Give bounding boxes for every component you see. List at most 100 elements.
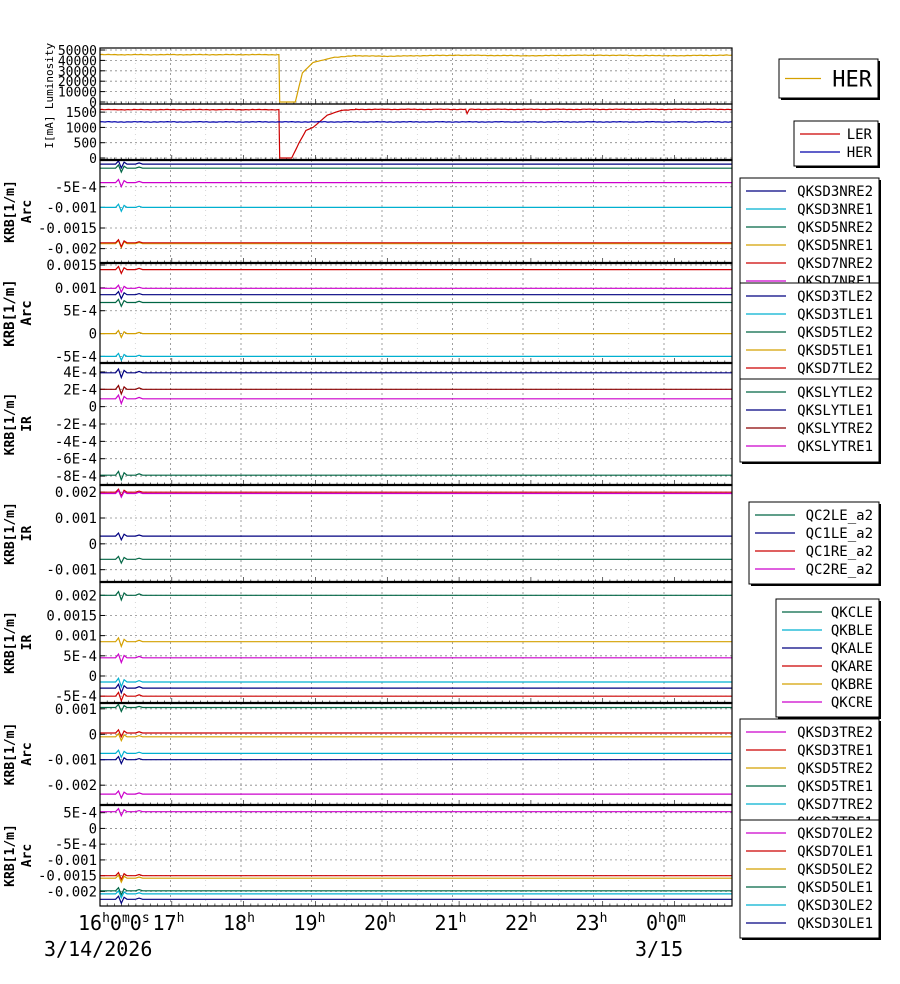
series-line-qc2re-a2 bbox=[100, 489, 732, 499]
series-line-qksd7nre1 bbox=[100, 178, 732, 189]
x-date-start: 3/14/2026 bbox=[44, 937, 152, 961]
legend-label: QKCLE bbox=[831, 605, 873, 621]
legend-label: QKSD7TLE2 bbox=[797, 361, 873, 377]
y-tick-label: 0 bbox=[89, 537, 97, 553]
y-tick-label: 0 bbox=[89, 327, 97, 343]
series-line-qkbre bbox=[100, 636, 732, 649]
y-axis-label: KRB[1/m] bbox=[3, 723, 18, 786]
panel-3: -5E-4 -0.001 -0.0015 -0.002 KRB[1/m] Arc bbox=[3, 158, 733, 264]
legend-label: HER bbox=[847, 145, 873, 161]
y-tick-label: -6E-4 bbox=[55, 452, 97, 468]
y-axis-label: KRB[1/m] bbox=[3, 502, 18, 565]
panel-frame bbox=[99, 581, 733, 704]
x-tick-label: 19h bbox=[294, 911, 326, 935]
y-axis-label: KRB[1/m] bbox=[3, 180, 18, 243]
panel-6: 0.002 0.001 0 -0.001 KRB[1/m] IR bbox=[3, 483, 733, 583]
y-axis-label: KRB[1/m] bbox=[3, 393, 18, 456]
series-line-qksd5tre1 bbox=[100, 703, 732, 714]
y-tick-label: 0.001 bbox=[55, 629, 97, 645]
y-tick-label: -5E-4 bbox=[55, 180, 97, 196]
y-tick-label: 0 bbox=[89, 400, 97, 416]
y-axis-label: I[mA] bbox=[43, 115, 56, 148]
legend-box bbox=[739, 819, 880, 939]
y-axis-label: Arc bbox=[19, 300, 35, 325]
y-tick-label: -0.002 bbox=[46, 778, 97, 794]
y-tick-label: 500 bbox=[74, 137, 97, 152]
legend-label: QKSD3TRE1 bbox=[797, 743, 873, 759]
legend-label: QKSD3NRE2 bbox=[797, 184, 873, 200]
series-line-qksd5nre2 bbox=[100, 163, 732, 174]
legend-box bbox=[748, 501, 880, 585]
x-tick-label: 0h0m bbox=[646, 911, 686, 935]
legend-box bbox=[775, 598, 880, 718]
legend-label: QKARE bbox=[831, 659, 873, 675]
series-line-qksd3ole2 bbox=[100, 889, 732, 900]
legend-panel-6: QC2LE_a2 QC1LE_a2 QC1RE_a2 QC2RE_a2 bbox=[748, 501, 881, 586]
legend-label: QKSD3TLE2 bbox=[797, 289, 873, 305]
chart-panels: 50000400003000020000100000Luminosity1500… bbox=[2, 43, 733, 907]
x-tick-label: 18h bbox=[223, 911, 255, 935]
series-line-ler bbox=[99, 108, 733, 159]
legend-label: QKSD7NRE2 bbox=[797, 256, 873, 272]
y-tick-label: -8E-4 bbox=[55, 469, 97, 485]
series-line-qksd7ole2 bbox=[100, 807, 732, 818]
legend-panel-9: QKSD7OLE2 QKSD7OLE1 QKSD5OLE2 QKSD5OLE1 QKSD… bbox=[739, 819, 881, 940]
series-line-qksd7tre2 bbox=[100, 749, 732, 759]
series-line-qksd7tle2 bbox=[100, 265, 732, 275]
legend-label: QC2RE_a2 bbox=[806, 562, 873, 578]
series-line-qksd3ole1 bbox=[100, 895, 732, 905]
series-line-qksd5tle1 bbox=[100, 329, 732, 339]
series-line-qksd7tle1 bbox=[100, 284, 732, 294]
panel-5: 4E-42E-4 0-2E-4-4E-4 -6E-4-8E-4 KRB[1/m] IR bbox=[3, 361, 733, 486]
legend-label: QKCRE bbox=[831, 695, 873, 711]
y-tick-label: 0 bbox=[89, 96, 97, 111]
legend-label: QKSLYTRE1 bbox=[797, 439, 873, 455]
panel-9: 5E-40-5E-4-0.001-0.0015-0.002 KRB[1/m] Arc bbox=[3, 803, 733, 907]
legend-label: QKSD3TRE2 bbox=[797, 725, 873, 741]
series-line-qksd3tle1 bbox=[100, 352, 732, 362]
chart-legends: HERLERHERQKSD3NRE2QKSD3NRE1QKSD5NRE2QKSD… bbox=[739, 58, 881, 940]
x-axis: 16h0m0s 17h 18h 19h 20h 21h 22h 23h 0h0m 3/14/202… bbox=[44, 911, 686, 961]
legend-box bbox=[739, 718, 880, 838]
panel-8: 0.001 0 -0.001 -0.002 KRB[1/m] Arc bbox=[3, 702, 733, 806]
legend-box bbox=[739, 282, 880, 398]
y-tick-label: 0.0015 bbox=[46, 258, 97, 274]
panel-7: 0.002 0.0015 0.001 5E-4 0 -5E-4 KRB[1/m] IR bbox=[3, 580, 733, 705]
y-tick-label: 0 bbox=[89, 821, 97, 837]
y-tick-label: 0.001 bbox=[55, 511, 97, 527]
legend-label: QKSD5NRE2 bbox=[797, 220, 873, 236]
y-tick-label: 0 bbox=[89, 727, 97, 743]
legend-panel-4: QKSD3TLE2 QKSD3TLE1 QKSD5TLE2 QKSD5TLE1 QKSD… bbox=[739, 282, 881, 399]
series-line-qksd5tle2 bbox=[100, 298, 732, 308]
x-tick-label: 20h bbox=[364, 911, 396, 935]
panel-frame bbox=[99, 484, 733, 583]
series-line-qksd5ole2 bbox=[100, 874, 732, 884]
y-tick-label: 0.0015 bbox=[46, 608, 97, 624]
series-line-qksd7nre2 bbox=[100, 238, 732, 249]
y-axis-label: KRB[1/m] bbox=[2, 279, 18, 346]
y-axis-label: Arc bbox=[20, 200, 35, 223]
y-tick-label: 0.001 bbox=[55, 281, 97, 297]
legend-label: QKSD5TRE2 bbox=[797, 761, 873, 777]
legend-panel-5: QKSLYTLE2 QKSLYTLE1 QKSLYTRE2 QKSLYTRE1 bbox=[739, 378, 881, 464]
legend-label: QKSD5OLE1 bbox=[797, 880, 873, 896]
legend-panel-7: QKCLE QKBLE QKALE QKARE QKBRE QKCRE bbox=[775, 598, 881, 719]
y-axis-label: KRB[1/m] bbox=[3, 824, 18, 887]
legend-label: QKSD5TLE1 bbox=[797, 343, 873, 359]
y-axis-label: IR bbox=[20, 526, 35, 542]
legend-label: QC1LE_a2 bbox=[806, 526, 873, 542]
y-tick-label: 0 bbox=[89, 152, 97, 167]
legend-label: QKSD7TRE2 bbox=[797, 797, 873, 813]
y-tick-label: -0.001 bbox=[46, 753, 97, 769]
legend-label: QKBLE bbox=[831, 623, 873, 639]
legend-label: QKSD7OLE1 bbox=[797, 844, 873, 860]
legend-label: QKSLYTRE2 bbox=[797, 421, 873, 437]
y-tick-label: 10000 bbox=[58, 86, 97, 101]
y-axis-label: IR bbox=[20, 416, 35, 432]
series-line-qkslytre2 bbox=[100, 384, 732, 396]
series-line-qksd5ole1 bbox=[100, 886, 732, 897]
series-line-qkslytle2 bbox=[100, 470, 732, 482]
panel-frame bbox=[99, 159, 733, 264]
